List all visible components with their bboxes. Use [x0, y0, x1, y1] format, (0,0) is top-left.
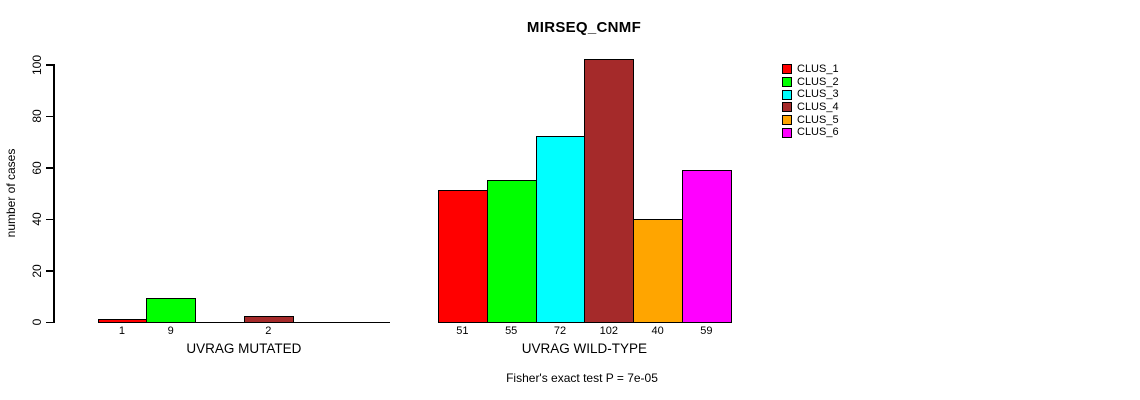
- legend-item-clus_3: CLUS_3: [782, 88, 839, 101]
- y-tick-mark: [46, 64, 53, 66]
- bar-clus_4-mutated: [243, 316, 294, 323]
- bar-count-label: 51: [456, 325, 469, 337]
- legend-item-clus_4: CLUS_4: [782, 101, 839, 114]
- y-tick-label: 60: [30, 161, 44, 175]
- legend-swatch-icon: [782, 64, 792, 75]
- y-tick-label: 20: [30, 264, 44, 278]
- legend-label: CLUS_6: [797, 126, 839, 139]
- bar-count-label: 40: [651, 325, 664, 337]
- legend-label: CLUS_2: [797, 75, 839, 88]
- y-axis-line: [53, 64, 55, 323]
- bar-count-label: 59: [700, 325, 713, 337]
- bar-count-label: 55: [505, 325, 518, 337]
- group-label-wild-type: UVRAG WILD-TYPE: [521, 341, 648, 356]
- y-tick-label: 40: [30, 212, 44, 226]
- bar-clus_1-mutated: [97, 318, 148, 323]
- y-tick-mark: [46, 167, 53, 169]
- bar-clus_1-wild-type: [438, 190, 488, 323]
- bar-count-label: 2: [265, 325, 272, 337]
- legend-swatch-icon: [782, 115, 792, 126]
- bar-clus_3-wild-type: [535, 136, 586, 323]
- legend-label: CLUS_3: [797, 88, 839, 101]
- legend-item-clus_6: CLUS_6: [782, 126, 839, 139]
- chart-title: MIRSEQ_CNMF: [526, 19, 642, 36]
- bar-clus_5-wild-type: [633, 218, 683, 323]
- legend-item-clus_2: CLUS_2: [782, 76, 839, 89]
- bar-clus_4-wild-type: [584, 58, 635, 323]
- y-tick-mark: [46, 270, 53, 272]
- y-tick-mark: [46, 218, 53, 220]
- group-label-mutated: UVRAG MUTATED: [186, 341, 302, 356]
- bar-count-label: 72: [553, 325, 567, 337]
- bar-clus_2-mutated: [146, 298, 197, 323]
- bar-count-label: 102: [599, 325, 618, 337]
- y-tick-label: 100: [30, 54, 44, 75]
- y-tick-mark: [46, 115, 53, 117]
- bar-clus_6-wild-type: [682, 169, 732, 323]
- legend-swatch-icon: [782, 127, 792, 138]
- y-tick-label: 80: [30, 109, 44, 123]
- fisher-annotation: Fisher's exact test P = 7e-05: [506, 371, 658, 385]
- bar-clus_2-wild-type: [486, 179, 537, 323]
- legend-label: CLUS_1: [797, 62, 839, 75]
- bar-count-label: 9: [167, 325, 174, 337]
- legend-label: CLUS_4: [797, 100, 839, 113]
- legend-label: CLUS_5: [797, 113, 839, 126]
- legend-swatch-icon: [782, 102, 792, 113]
- y-tick-label: 0: [30, 318, 44, 326]
- legend: CLUS_1 CLUS_2 CLUS_3 CLUS_4 CLUS_5 CLUS_6: [782, 63, 839, 139]
- bar-count-label: 1: [118, 325, 125, 337]
- legend-swatch-icon: [782, 77, 792, 88]
- legend-item-clus_1: CLUS_1: [782, 63, 839, 76]
- legend-item-clus_5: CLUS_5: [782, 114, 839, 127]
- y-tick-mark: [46, 321, 53, 323]
- legend-swatch-icon: [782, 89, 792, 100]
